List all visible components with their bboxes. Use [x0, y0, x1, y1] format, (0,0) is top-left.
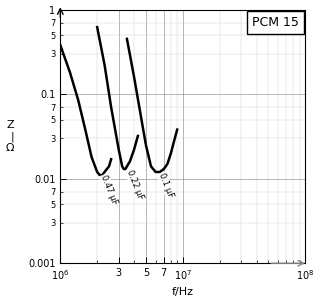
Text: PCM 15: PCM 15	[252, 16, 299, 29]
Text: 0.1 μF: 0.1 μF	[157, 172, 175, 199]
Text: 0.22 μF: 0.22 μF	[125, 169, 145, 201]
Y-axis label: Z
|
Ω: Z | Ω	[5, 120, 14, 153]
X-axis label: f/Hz: f/Hz	[172, 288, 194, 298]
Text: 0.47 μF: 0.47 μF	[99, 174, 119, 206]
